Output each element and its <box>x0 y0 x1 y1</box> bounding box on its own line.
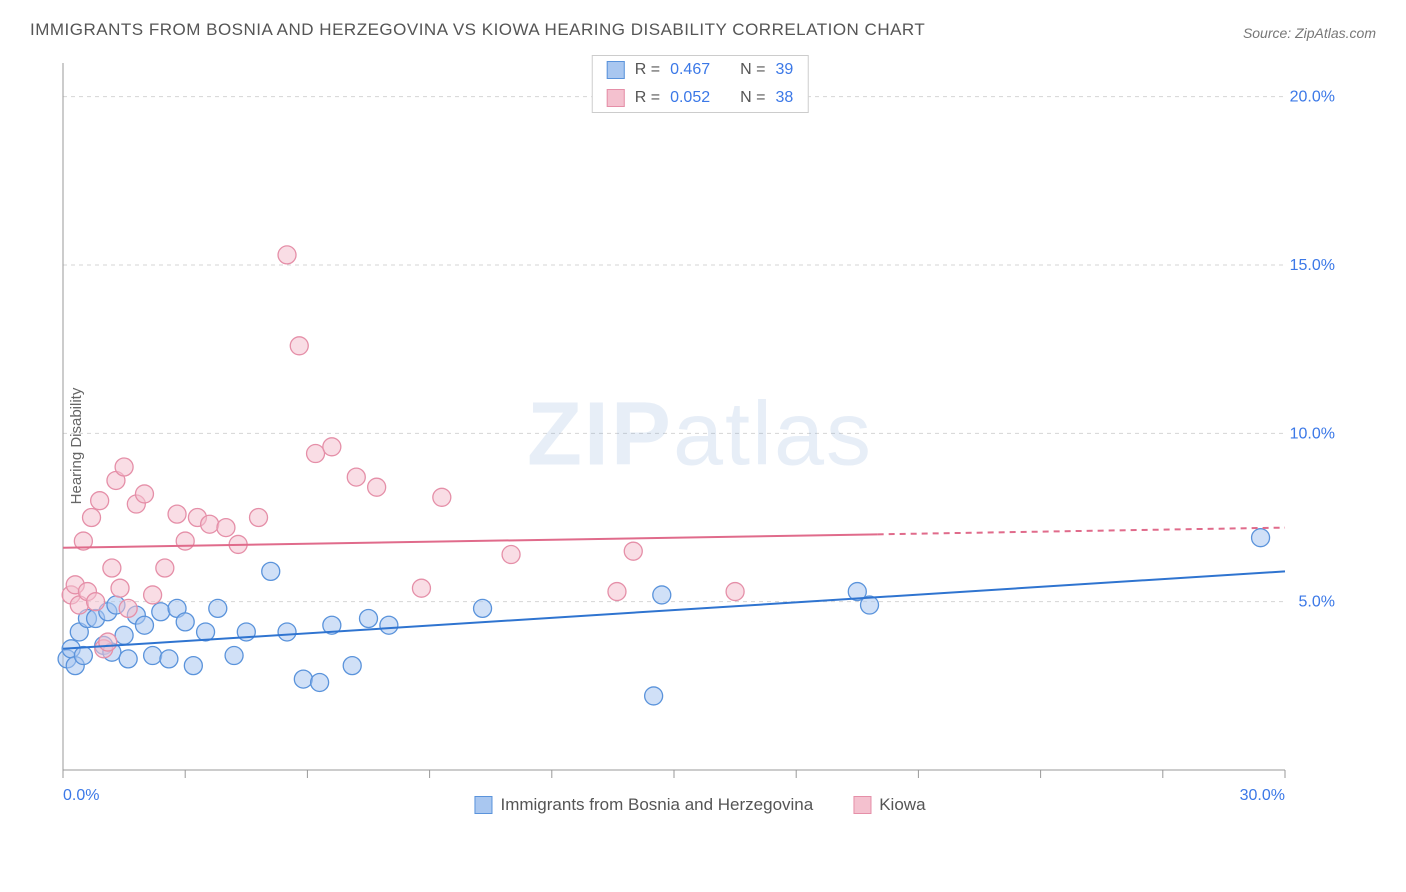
n-label-1: N = <box>740 61 765 79</box>
legend-swatch-series2-icon <box>853 796 871 814</box>
stats-row-series1: R = 0.467 N = 39 <box>593 56 808 84</box>
legend-label-series2: Kiowa <box>879 795 925 815</box>
stats-row-series2: R = 0.052 N = 38 <box>593 84 808 112</box>
chart-title: IMMIGRANTS FROM BOSNIA AND HERZEGOVINA V… <box>30 20 925 40</box>
source-attribution: Source: ZipAtlas.com <box>1243 25 1376 41</box>
swatch-series2-icon <box>607 89 625 107</box>
r-value-2: 0.052 <box>670 89 710 107</box>
chart-svg: 0.0% 30.0% 5.0% 10.0% 15.0% 20.0% <box>55 55 1345 825</box>
r-value-1: 0.467 <box>670 61 710 79</box>
svg-text:10.0%: 10.0% <box>1290 425 1335 442</box>
svg-text:5.0%: 5.0% <box>1299 594 1335 611</box>
r-label-2: R = <box>635 89 660 107</box>
legend-label-series1: Immigrants from Bosnia and Herzegovina <box>500 795 813 815</box>
stats-legend: R = 0.467 N = 39 R = 0.052 N = 38 <box>592 55 809 113</box>
legend-item-series2: Kiowa <box>853 795 925 815</box>
n-label-2: N = <box>740 89 765 107</box>
svg-text:0.0%: 0.0% <box>63 787 99 804</box>
bottom-legend: Immigrants from Bosnia and Herzegovina K… <box>474 795 925 815</box>
n-value-1: 39 <box>775 61 793 79</box>
svg-text:30.0%: 30.0% <box>1240 787 1285 804</box>
n-value-2: 38 <box>775 89 793 107</box>
r-label-1: R = <box>635 61 660 79</box>
legend-item-series1: Immigrants from Bosnia and Herzegovina <box>474 795 813 815</box>
svg-text:20.0%: 20.0% <box>1290 89 1335 106</box>
svg-text:15.0%: 15.0% <box>1290 257 1335 274</box>
swatch-series1-icon <box>607 61 625 79</box>
plot-area: ZIPatlas 0.0%30.0%5.0%10.0%15.0%20.0% R … <box>55 55 1345 825</box>
legend-swatch-series1-icon <box>474 796 492 814</box>
